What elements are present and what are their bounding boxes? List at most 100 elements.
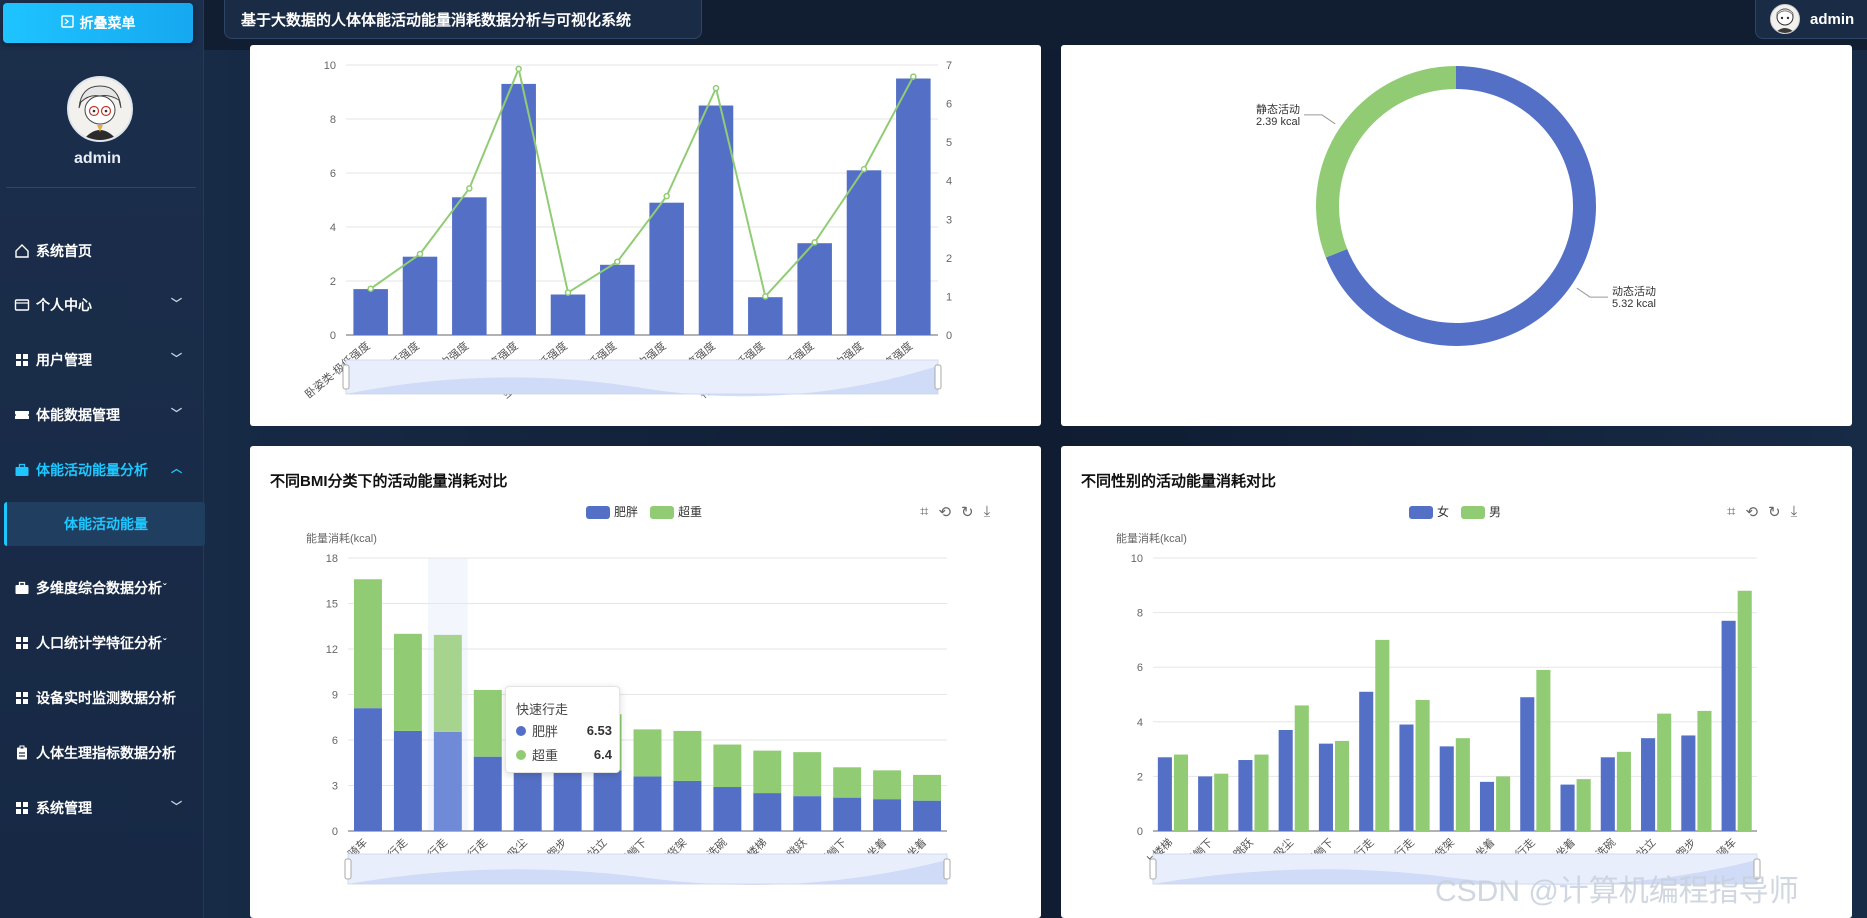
sidebar-item-label: 个人中心 bbox=[36, 297, 92, 313]
bar bbox=[1294, 705, 1309, 831]
bar bbox=[913, 774, 942, 801]
series-line bbox=[370, 65, 915, 299]
sidebar-item-label: 系统首页 bbox=[36, 243, 92, 259]
datazoom-handle-left bbox=[344, 858, 352, 880]
gender-grouped-bar-chart[interactable]: 能量消耗(kcal)0246810上楼梯右侧躺下同步跳跃吸尘左侧躺下快速行走慢速… bbox=[1061, 446, 1852, 918]
sidebar-item-physiology-analysis[interactable]: 人体生理指标数据分析 bbox=[14, 739, 194, 767]
y-tick-label: 2 bbox=[330, 276, 336, 288]
briefcase-icon bbox=[15, 581, 29, 594]
sidebar-item-energy-analysis[interactable]: 体能活动能量分析 ︿ bbox=[14, 456, 194, 484]
zoom-reset-icon[interactable]: ⟲ bbox=[1745, 504, 1759, 521]
sidebar-item-personal-center[interactable]: 个人中心 ﹀ bbox=[14, 291, 194, 319]
legend-item-obese[interactable]: 肥胖 bbox=[586, 503, 638, 520]
user-menu[interactable]: admin bbox=[1755, 0, 1867, 39]
bar bbox=[393, 633, 422, 731]
watermark: CSDN @计算机编程指导师 bbox=[1435, 875, 1799, 908]
tooltip-title: 快速行走 bbox=[516, 702, 569, 717]
y-tick-label: 4 bbox=[946, 176, 952, 188]
legend-item-female[interactable]: 女 bbox=[1409, 503, 1449, 520]
bar bbox=[713, 744, 742, 788]
bar bbox=[473, 756, 502, 831]
avatar-portrait-icon bbox=[1775, 8, 1795, 33]
y-tick-label: 12 bbox=[326, 644, 338, 656]
restore-icon[interactable]: ↻ bbox=[1768, 504, 1781, 521]
intensity-bar-line-chart[interactable]: 024681001234567卧姿类-极低强度卧姿类-低强度卧姿类-中强度卧姿类… bbox=[250, 45, 1041, 426]
line-point bbox=[811, 239, 818, 246]
bar bbox=[793, 752, 822, 797]
bar bbox=[1600, 757, 1615, 831]
chevron-down-icon: ﹀ bbox=[171, 353, 182, 365]
bar bbox=[1375, 639, 1390, 831]
bar bbox=[1455, 738, 1470, 831]
sidebar-item-user-management[interactable]: 用户管理 ﹀ bbox=[14, 346, 194, 374]
bar bbox=[753, 793, 782, 831]
datazoom-shadow bbox=[348, 860, 947, 885]
y-tick-label: 4 bbox=[330, 222, 336, 234]
bar bbox=[797, 243, 832, 335]
line-point bbox=[663, 192, 670, 200]
bar bbox=[1560, 784, 1575, 831]
bar bbox=[1641, 738, 1656, 831]
line-point bbox=[466, 185, 473, 192]
submenu-energy-activity[interactable]: 体能活动能量 bbox=[4, 502, 205, 546]
bar bbox=[1198, 776, 1213, 831]
y-tick-label: 5 bbox=[946, 137, 952, 149]
y-tick-label: 10 bbox=[1131, 553, 1143, 565]
sidebar-item-fitness-data-management[interactable]: 体能数据管理 ﹀ bbox=[14, 401, 194, 429]
bar bbox=[593, 770, 622, 831]
bar bbox=[633, 729, 662, 777]
tooltip-series-name: 肥胖 bbox=[532, 724, 559, 739]
sidebar-item-home[interactable]: 系统首页 bbox=[14, 237, 194, 265]
fold-menu-button[interactable]: 折叠菜单 bbox=[3, 3, 193, 43]
legend-item-male[interactable]: 男 bbox=[1461, 503, 1501, 520]
y-tick-label: 0 bbox=[1137, 826, 1143, 838]
bar bbox=[1737, 590, 1752, 831]
bar bbox=[833, 767, 862, 798]
avatar-portrait-icon bbox=[78, 85, 122, 140]
restore-icon[interactable]: ↻ bbox=[961, 504, 974, 521]
bar bbox=[501, 83, 536, 336]
line-point bbox=[367, 285, 374, 292]
y-tick-label: 2 bbox=[946, 253, 952, 265]
sidebar-item-system-management[interactable]: 系统管理 ﹀ bbox=[14, 794, 194, 822]
zoom-reset-icon[interactable]: ⟲ bbox=[938, 504, 952, 521]
bar bbox=[433, 634, 462, 732]
fold-icon bbox=[60, 15, 74, 31]
y-tick-label: 3 bbox=[332, 781, 338, 793]
zoom-icon[interactable]: ⌗ bbox=[920, 503, 929, 520]
line-point bbox=[910, 73, 917, 80]
bar bbox=[896, 78, 931, 335]
bar bbox=[1278, 729, 1293, 831]
zoom-icon[interactable]: ⌗ bbox=[1727, 503, 1736, 520]
chevron-down-icon: ﹀ bbox=[171, 801, 182, 813]
line-point bbox=[762, 293, 769, 300]
bar bbox=[873, 770, 902, 800]
y-tick-label: 6 bbox=[330, 168, 336, 180]
bar bbox=[553, 768, 582, 831]
chevron-down-icon: ﹀ bbox=[171, 298, 182, 310]
chevron-down-icon: ˇ bbox=[163, 582, 167, 594]
bar bbox=[1254, 754, 1269, 831]
chevron-down-icon: ﹀ bbox=[171, 408, 182, 420]
id-card-icon bbox=[14, 299, 30, 311]
chart-legend[interactable]: 女 男 bbox=[1409, 503, 1501, 520]
clipboard-icon bbox=[17, 745, 27, 760]
download-icon[interactable]: ⤓ bbox=[983, 503, 991, 520]
bmi-stacked-bar-chart[interactable]: 能量消耗(kcal)0369121518骑车快速行走正常行走慢速行走吸尘跑步站立… bbox=[250, 446, 1041, 918]
y-tick-label: 10 bbox=[324, 60, 336, 72]
briefcase-icon bbox=[15, 463, 29, 476]
sidebar-item-demographic-analysis[interactable]: 人口统计学特征分析 ˇ bbox=[14, 629, 194, 657]
chart-tooltip: 快速行走 肥胖 6.53 超重 6.4 bbox=[505, 686, 620, 773]
sidebar-item-label: 人体生理指标数据分析 bbox=[36, 745, 176, 761]
bar bbox=[353, 289, 388, 335]
line-point bbox=[564, 289, 572, 296]
bar bbox=[673, 730, 702, 781]
chart-legend[interactable]: 肥胖 超重 bbox=[586, 503, 702, 520]
legend-item-overweight[interactable]: 超重 bbox=[650, 503, 702, 520]
sidebar-item-multidimensional-analysis[interactable]: 多维度综合数据分析 ˇ bbox=[14, 574, 194, 602]
download-icon[interactable]: ⤓ bbox=[1790, 503, 1798, 520]
sidebar-item-device-monitoring-analysis[interactable]: 设备实时监测数据分析 bbox=[14, 684, 194, 712]
avatar bbox=[1770, 4, 1800, 34]
bmi-energy-chart-panel: 不同BMI分类下的活动能量消耗对比 肥胖 超重 ⌗ ⟲ ↻ ⤓ 能量消耗(kca… bbox=[250, 446, 1041, 918]
